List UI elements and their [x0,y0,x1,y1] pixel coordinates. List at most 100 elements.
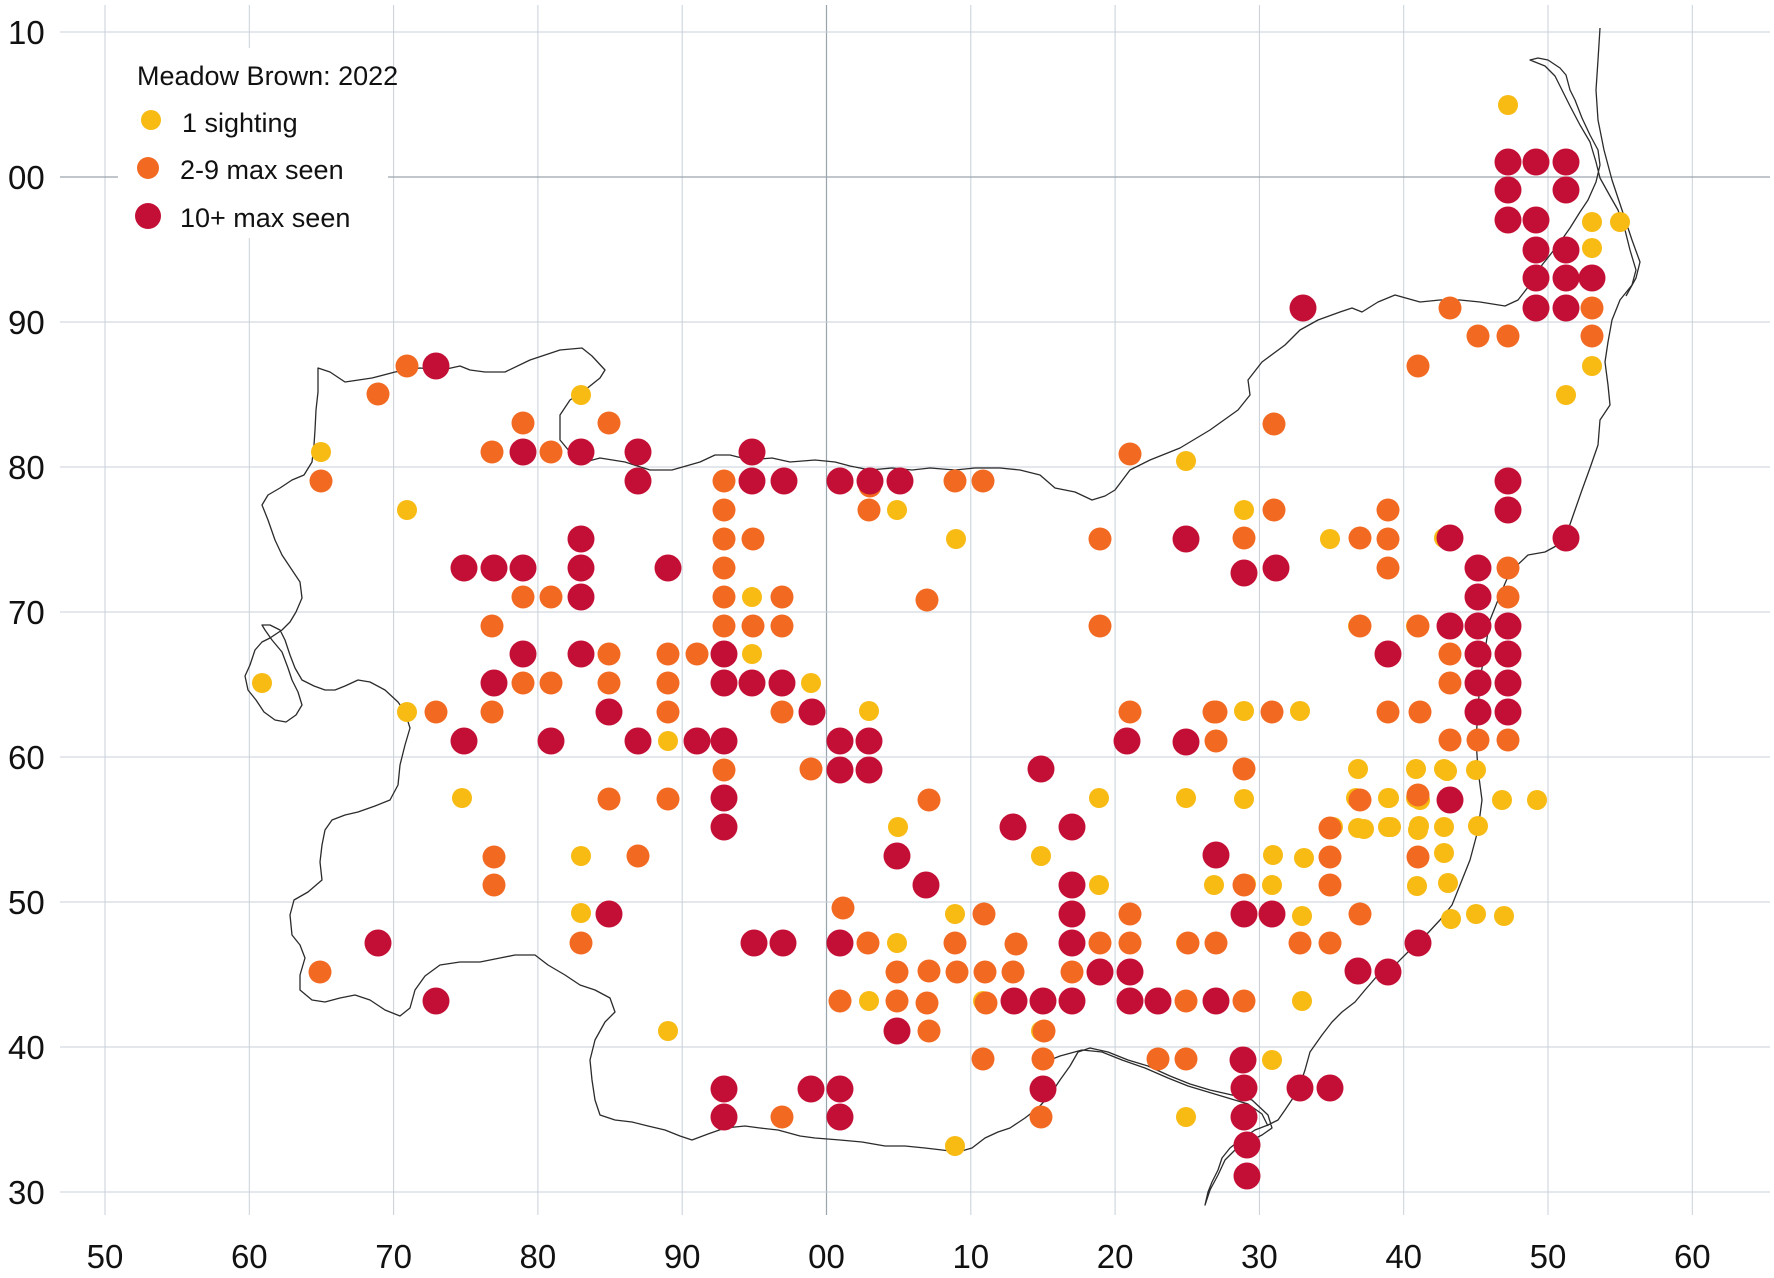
dot-10-plus-max-seen [738,467,766,495]
dot-2-9-max-seen [1174,1047,1198,1071]
dot-2-9-max-seen [973,960,997,984]
x-tick-label: 40 [1385,1238,1422,1275]
dot-10-plus-max-seen [654,554,682,582]
dot-10-plus-max-seen [567,554,595,582]
dot-10-plus-max-seen [710,669,738,697]
dot-2-9-max-seen [741,527,765,551]
dot-10-plus-max-seen [1258,900,1286,928]
dot-10-plus-max-seen [1058,929,1086,957]
y-tick-label: 00 [8,159,45,196]
dot-10-plus-max-seen [1286,1074,1314,1102]
dot-10-plus-max-seen [1464,640,1492,668]
dot-10-plus-max-seen [768,669,796,697]
dot-10-plus-max-seen [364,929,392,957]
y-tick-label: 30 [8,1174,45,1211]
dot-one-sighting [1441,909,1461,929]
x-tick-label: 10 [952,1238,989,1275]
dot-one-sighting [946,529,966,549]
dot-10-plus-max-seen [567,438,595,466]
dot-10-plus-max-seen [1233,1131,1261,1159]
dot-2-9-max-seen [1466,324,1490,348]
dot-2-9-max-seen [712,498,736,522]
dot-10-plus-max-seen [710,1075,738,1103]
dot-10-plus-max-seen [710,1103,738,1131]
x-tick-label: 00 [808,1238,845,1275]
dot-10-plus-max-seen [1230,1103,1258,1131]
dot-10-plus-max-seen [1522,148,1550,176]
dot-2-9-max-seen [770,1105,794,1129]
dot-10-plus-max-seen [1202,841,1230,869]
dot-2-9-max-seen [712,758,736,782]
dot-2-9-max-seen [1146,1047,1170,1071]
y-tick-label: 10 [8,14,45,51]
dot-10-plus-max-seen [1029,987,1057,1015]
dot-one-sighting [1348,759,1368,779]
dot-10-plus-max-seen [1262,554,1290,582]
dot-one-sighting [1407,876,1427,896]
dot-2-9-max-seen [1118,442,1142,466]
dot-one-sighting [945,904,965,924]
dot-10-plus-max-seen [710,813,738,841]
dot-10-plus-max-seen [1058,813,1086,841]
dot-2-9-max-seen [1496,556,1520,580]
dot-2-9-max-seen [1496,585,1520,609]
dot-2-9-max-seen [1466,728,1490,752]
dot-10-plus-max-seen [710,640,738,668]
dot-2-9-max-seen [1438,296,1462,320]
dot-10-plus-max-seen [1522,206,1550,234]
dot-10-plus-max-seen [1436,786,1464,814]
axis-tick-labels: 50 60 70 80 90 00 10 20 30 40 50 60 10 00 90 80 70 60 50 40… [8,14,1711,1275]
dot-2-9-max-seen [1496,324,1520,348]
dot-2-9-max-seen [1318,873,1342,897]
dot-10-plus-max-seen [1522,294,1550,322]
x-tick-label: 50 [87,1238,124,1275]
dot-2-9-max-seen [712,585,736,609]
dot-10-plus-max-seen [1552,294,1580,322]
dot-10-plus-max-seen [509,438,537,466]
dot-2-9-max-seen [597,642,621,666]
dot-one-sighting [887,500,907,520]
dot-10-plus-max-seen [624,467,652,495]
dot-one-sighting [452,788,472,808]
dot-10-plus-max-seen [1233,1162,1261,1190]
dot-10-plus-max-seen [1464,698,1492,726]
dot-one-sighting [571,385,591,405]
dot-2-9-max-seen [1348,788,1372,812]
dot-2-9-max-seen [885,960,909,984]
dot-10-plus-max-seen [883,1017,911,1045]
dot-one-sighting [1089,788,1109,808]
dot-2-9-max-seen [1406,783,1430,807]
dot-2-9-max-seen [1001,960,1025,984]
dot-10-plus-max-seen [1404,929,1432,957]
dot-10-plus-max-seen [740,929,768,957]
dot-one-sighting [1438,873,1458,893]
dot-2-9-max-seen [856,931,880,955]
dot-2-9-max-seen [917,959,941,983]
dot-one-sighting [1466,904,1486,924]
dot-one-sighting [1498,95,1518,115]
dot-2-9-max-seen [1232,757,1256,781]
dot-one-sighting [888,817,908,837]
dot-10-plus-max-seen [1552,264,1580,292]
dot-2-9-max-seen [799,757,823,781]
dot-10-plus-max-seen [798,698,826,726]
dot-2-9-max-seen [480,440,504,464]
dot-10-plus-max-seen [1494,176,1522,204]
dot-10-plus-max-seen [999,813,1027,841]
dot-one-sighting [1527,790,1547,810]
dot-10-plus-max-seen [1578,264,1606,292]
dot-2-9-max-seen [482,845,506,869]
dot-one-sighting [1262,875,1282,895]
dot-one-sighting [252,673,272,693]
dot-one-sighting [1409,816,1429,836]
dot-2-9-max-seen [1204,931,1228,955]
dot-2-9-max-seen [971,1047,995,1071]
y-tick-label: 80 [8,449,45,486]
dot-10-plus-max-seen [422,352,450,380]
dot-2-9-max-seen [1174,989,1198,1013]
dot-2-9-max-seen [1004,932,1028,956]
dot-2-9-max-seen [770,700,794,724]
legend-title: Meadow Brown: 2022 [137,61,398,91]
x-tick-label: 60 [231,1238,268,1275]
dot-2-9-max-seen [480,700,504,724]
